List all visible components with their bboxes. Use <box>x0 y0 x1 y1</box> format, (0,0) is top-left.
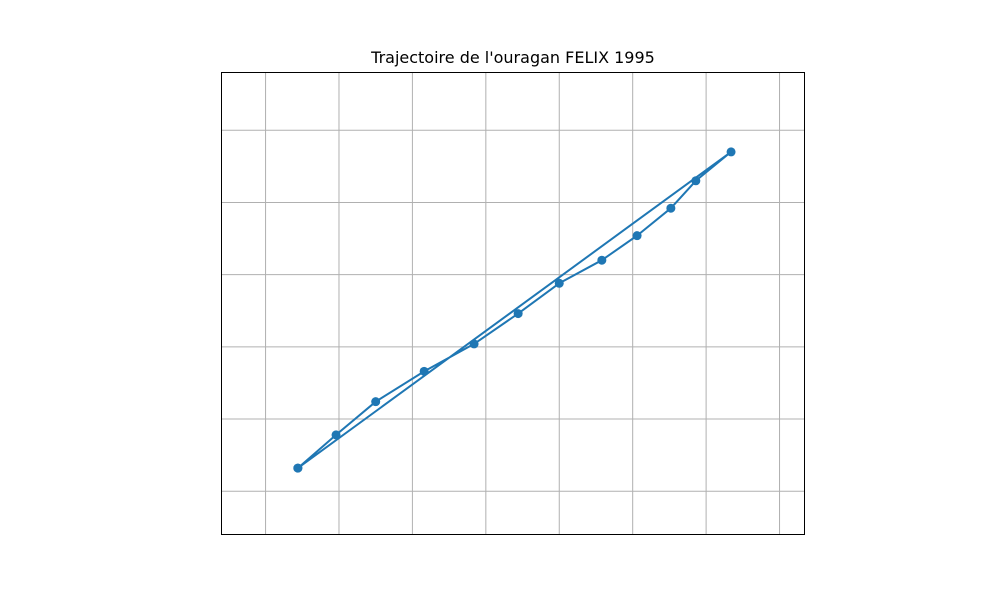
track-point-1 <box>331 430 341 440</box>
track-point-6 <box>554 278 564 288</box>
gridlines <box>221 72 805 535</box>
track-point-3 <box>419 366 429 376</box>
plot-frame <box>221 72 805 535</box>
track-point-2 <box>371 397 381 407</box>
track-point-11 <box>726 147 736 157</box>
series-layer <box>293 147 736 473</box>
track-point-9 <box>666 203 676 213</box>
track-point-5 <box>513 309 523 319</box>
track-point-12 <box>293 463 303 473</box>
track-point-4 <box>469 339 479 349</box>
track-point-8 <box>632 231 642 241</box>
track-point-7 <box>597 255 607 265</box>
chart-title: Trajectoire de l'ouragan FELIX 1995 <box>370 48 655 67</box>
track-point-10 <box>691 176 701 186</box>
